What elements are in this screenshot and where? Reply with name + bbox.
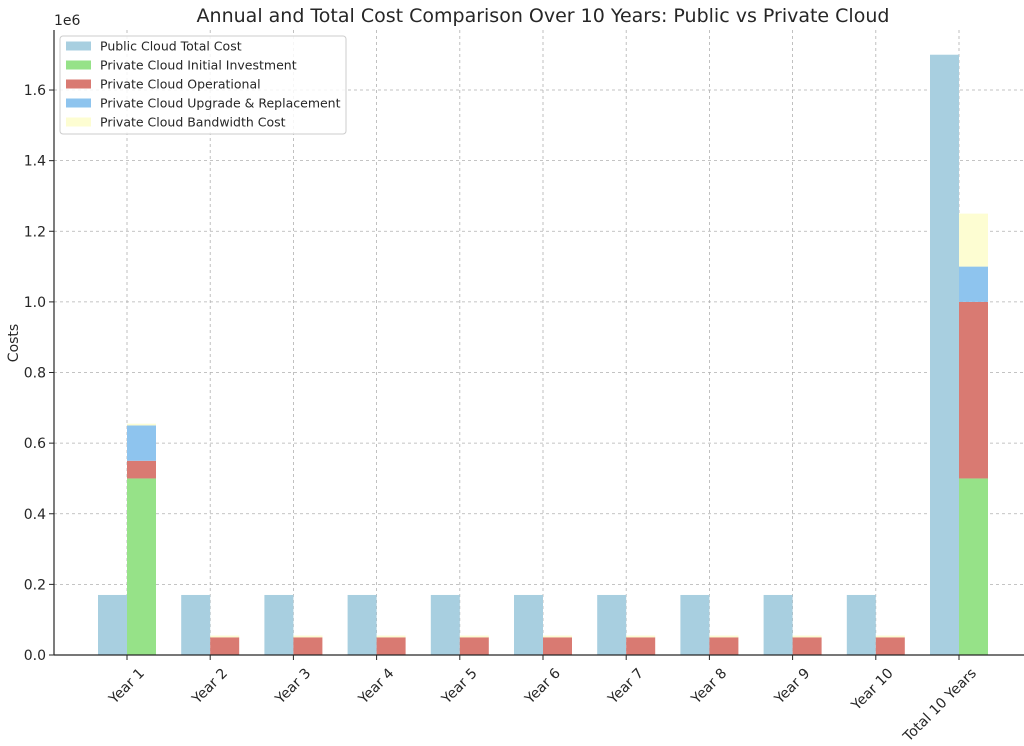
bar-private-cloud-bandwidth-cost [875, 635, 905, 638]
bar-private-cloud-bandwidth-cost [709, 635, 739, 638]
bar-private-cloud-bandwidth-cost [959, 213, 988, 267]
y-axis-label: Costs [6, 324, 22, 362]
x-tick-label: Year 8 [688, 666, 730, 708]
bar-private-cloud-operational [459, 637, 489, 655]
x-tick-label: Year 10 [848, 666, 897, 715]
bar-public-cloud-total-cost [264, 594, 294, 655]
y-tick-label: 1.2 [24, 224, 46, 240]
x-tick-label: Total 10 Years [900, 666, 980, 746]
x-tick-label: Year 1 [105, 666, 147, 708]
legend-label: Private Cloud Initial Investment [100, 58, 297, 73]
bar-public-cloud-total-cost [98, 594, 127, 655]
legend-swatch [66, 41, 91, 51]
bar-private-cloud-bandwidth-cost [376, 635, 406, 638]
bar-private-cloud-operational [127, 460, 156, 479]
chart-title: Annual and Total Cost Comparison Over 10… [197, 5, 890, 27]
bar-private-cloud-bandwidth-cost [626, 635, 656, 638]
bar-public-cloud-total-cost [181, 594, 211, 655]
bar-private-cloud-bandwidth-cost [459, 635, 489, 638]
bar-public-cloud-total-cost [597, 594, 627, 655]
bar-private-cloud-initial-investment [959, 478, 988, 655]
bar-public-cloud-total-cost [763, 594, 793, 655]
bar-public-cloud-total-cost [347, 594, 377, 655]
legend-label: Private Cloud Bandwidth Cost [100, 115, 286, 130]
grid-lines [54, 30, 1024, 656]
x-tick-label: Year 6 [521, 665, 563, 707]
bar-public-cloud-total-cost [680, 594, 710, 655]
legend: Public Cloud Total Cost Private Cloud Ini… [59, 35, 347, 135]
bar-private-cloud-operational [875, 637, 905, 655]
x-ticks: Year 1 Year 2 Year 3 Year 4 Year 5 Year 6 Year… [105, 655, 980, 746]
bar-private-cloud-operational [293, 637, 323, 655]
bar-public-cloud-total-cost [430, 594, 460, 655]
axes [53, 30, 1024, 656]
x-tick-label: Year 5 [438, 666, 480, 708]
bar-private-cloud-upgrade-replacement [127, 425, 156, 461]
y-tick-label: 0.6 [24, 436, 46, 452]
legend-label: Public Cloud Total Cost [100, 39, 242, 54]
y-tick-label: 1.4 [24, 154, 46, 170]
x-tick-label: Year 4 [355, 665, 397, 707]
bar-private-cloud-operational [210, 637, 240, 655]
legend-label: Private Cloud Upgrade & Replacement [100, 96, 341, 111]
bar-private-cloud-operational [959, 301, 988, 479]
bar-private-cloud-operational [543, 637, 572, 655]
bar-public-cloud-total-cost [846, 594, 876, 655]
y-tick-label: 0.8 [24, 366, 46, 382]
y-offset-label: 1e6 [54, 13, 81, 29]
y-tick-label: 0.2 [24, 577, 46, 593]
x-tick-label: Year 3 [272, 666, 314, 708]
bar-private-cloud-operational [376, 637, 406, 655]
x-tick-label: Year 9 [771, 666, 813, 708]
legend-swatch [66, 117, 91, 127]
bar-private-cloud-bandwidth-cost [127, 423, 156, 426]
x-tick-label: Year 7 [605, 666, 647, 708]
legend-box [59, 35, 347, 135]
bar-private-cloud-bandwidth-cost [792, 635, 822, 638]
y-tick-label: 1.0 [24, 295, 46, 311]
bar-private-cloud-bandwidth-cost [293, 635, 323, 638]
y-tick-label: 0.0 [24, 648, 46, 664]
y-ticks: 0.0 0.2 0.4 0.6 0.8 1.0 1.2 1.4 1.6 [24, 83, 54, 664]
bar-public-cloud-total-cost [930, 54, 959, 655]
legend-swatch [66, 60, 91, 70]
bar-private-cloud-operational [626, 637, 656, 655]
bars [98, 54, 988, 655]
bar-public-cloud-total-cost [514, 594, 543, 655]
bar-private-cloud-bandwidth-cost [543, 635, 572, 638]
bar-private-cloud-operational [709, 637, 739, 655]
legend-swatch [66, 79, 91, 89]
y-tick-label: 1.6 [24, 83, 46, 99]
bar-private-cloud-upgrade-replacement [959, 266, 988, 302]
bar-private-cloud-initial-investment [127, 478, 156, 655]
legend-label: Private Cloud Operational [100, 77, 261, 92]
y-tick-label: 0.4 [24, 507, 46, 523]
x-tick-label: Year 2 [189, 666, 231, 708]
bar-private-cloud-bandwidth-cost [210, 635, 240, 638]
bar-private-cloud-operational [792, 637, 822, 655]
legend-swatch [66, 98, 91, 108]
